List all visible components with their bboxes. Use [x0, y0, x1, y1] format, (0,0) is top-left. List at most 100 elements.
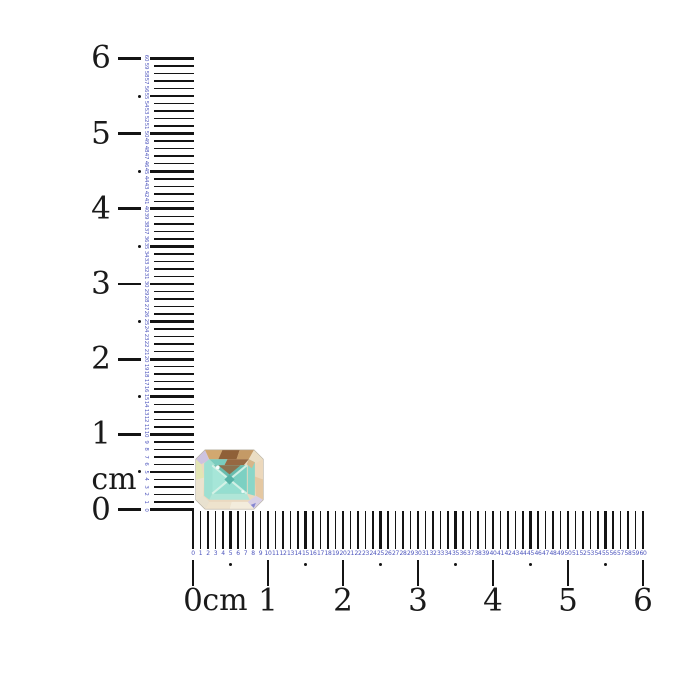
- mm-number: 2: [206, 550, 210, 557]
- mm-tick: [289, 511, 292, 549]
- mm-tick: [153, 365, 194, 368]
- mm-number: 5: [142, 470, 149, 474]
- mm-tick: [199, 511, 202, 549]
- half-cm-dot: [454, 563, 457, 566]
- mm-tick: [244, 511, 247, 549]
- mm-tick: [153, 215, 194, 218]
- cm-tick-extension: [416, 559, 420, 586]
- cm-tick: [150, 132, 194, 136]
- cm-tick-extension: [491, 559, 495, 586]
- mm-tick: [153, 178, 194, 180]
- mm-tick: [153, 426, 194, 428]
- gem-facet: [246, 459, 255, 469]
- gem-facet: [209, 459, 228, 466]
- cm-tick: [150, 395, 194, 399]
- mm-number: 31: [421, 550, 430, 557]
- vertical-ruler-unit-label: cm: [91, 462, 137, 497]
- mm-number: 6: [236, 550, 240, 557]
- mm-tick: [439, 511, 442, 549]
- mm-number: 10: [264, 550, 272, 557]
- mm-tick: [153, 140, 194, 142]
- cm-dash: [118, 432, 141, 436]
- mm-number: 17: [316, 550, 325, 557]
- mm-tick: [153, 441, 194, 443]
- mm-tick: [153, 313, 194, 315]
- mm-number: 17: [142, 378, 149, 385]
- mm-number: 58: [142, 70, 149, 77]
- mm-tick: [153, 388, 194, 390]
- mm-tick: [499, 511, 502, 549]
- mm-tick: [552, 511, 554, 549]
- cm-tick: [266, 511, 270, 549]
- mm-number: 42: [142, 190, 149, 197]
- mm-tick: [153, 125, 194, 127]
- mm-tick: [387, 511, 389, 549]
- mm-number: 44: [519, 550, 527, 557]
- mm-number: 33: [436, 550, 445, 557]
- mm-number: 18: [142, 370, 149, 378]
- mm-tick: [153, 102, 194, 105]
- mm-number: 10: [142, 431, 149, 438]
- mm-number: 56: [609, 550, 617, 557]
- mm-number: 4: [142, 477, 149, 482]
- mm-number: 2: [142, 492, 149, 497]
- mm-number: 51: [142, 122, 149, 130]
- mm-tick: [574, 511, 577, 549]
- mm-tick: [582, 511, 584, 549]
- mm-tick: [153, 260, 194, 263]
- mm-number: 48: [549, 550, 557, 557]
- cm-tick: [229, 511, 232, 549]
- mm-number: 19: [331, 550, 340, 557]
- mm-tick: [469, 511, 472, 549]
- mm-number: 1: [142, 500, 149, 504]
- gem-facet: [205, 450, 223, 460]
- mm-number: 50: [564, 550, 572, 557]
- mm-number: 14: [294, 550, 302, 557]
- mm-number: 25: [142, 318, 149, 325]
- mm-number: 46: [534, 550, 542, 557]
- mm-tick: [462, 511, 464, 549]
- mm-number: 8: [142, 447, 149, 451]
- mm-number: 41: [496, 550, 505, 557]
- mm-number: 18: [324, 550, 332, 557]
- mm-number: 24: [369, 550, 377, 557]
- mm-tick: [312, 511, 314, 549]
- mm-tick: [153, 72, 194, 75]
- cm-tick: [150, 207, 194, 211]
- cm-label: 3: [408, 582, 428, 619]
- mm-tick: [153, 411, 194, 413]
- cm-dash: [118, 207, 141, 211]
- mm-tick: [153, 238, 194, 240]
- mm-number: 40: [142, 205, 149, 213]
- half-cm-dot: [138, 320, 141, 324]
- cm-tick: [150, 169, 194, 173]
- mm-tick: [252, 511, 254, 549]
- mm-number: 40: [489, 550, 497, 557]
- mm-number: 58: [624, 550, 632, 557]
- half-cm-dot: [604, 563, 607, 566]
- mm-tick: [327, 511, 329, 549]
- mm-number: 5: [228, 550, 233, 557]
- mm-number: 55: [142, 92, 149, 100]
- mm-number: 1: [198, 550, 203, 557]
- mm-tick: [627, 511, 629, 549]
- cm-label: 1: [258, 582, 278, 619]
- cm-dash: [118, 282, 141, 286]
- gem-facet: [254, 459, 263, 480]
- mm-number: 15: [301, 550, 310, 557]
- mm-number: 34: [142, 250, 149, 258]
- mm-tick: [153, 328, 194, 330]
- mm-tick: [153, 343, 194, 345]
- mm-number: 13: [142, 408, 149, 415]
- mm-tick: [222, 511, 224, 549]
- mm-number: 45: [526, 550, 535, 557]
- mm-tick: [432, 511, 434, 549]
- mm-number: 11: [271, 550, 280, 557]
- mm-number: 31: [142, 273, 149, 280]
- mm-number: 43: [142, 183, 149, 190]
- gem-sparkle: [241, 490, 245, 494]
- mm-number: 15: [142, 393, 149, 400]
- cm-tick: [379, 511, 382, 549]
- mm-number: 24: [142, 325, 149, 333]
- mm-number: 11: [142, 423, 149, 431]
